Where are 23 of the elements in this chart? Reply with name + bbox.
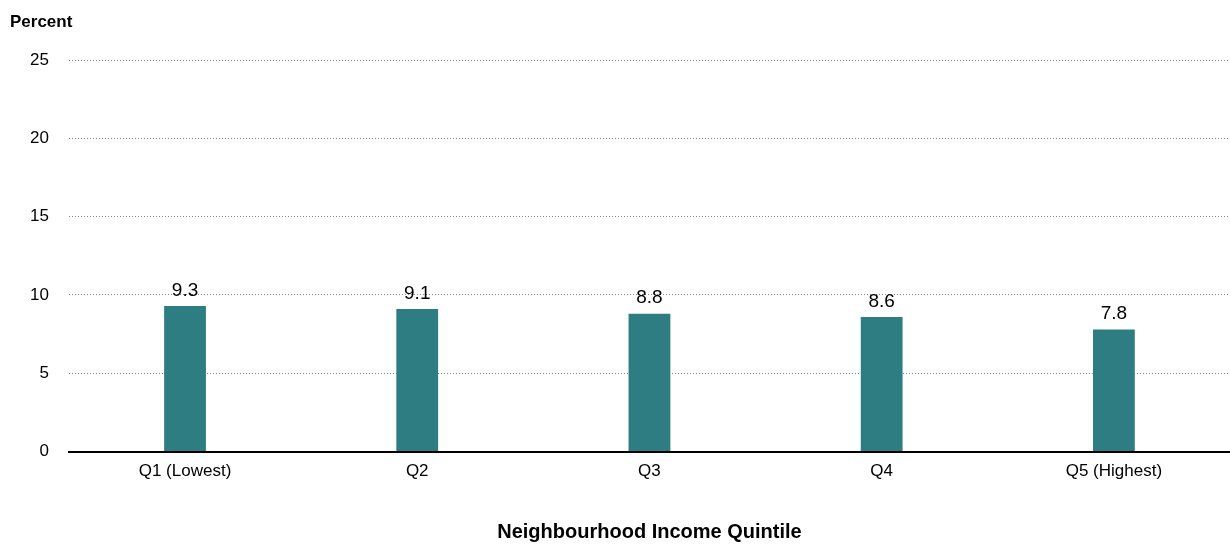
y-tick-label: 20: [29, 128, 49, 148]
bar: [628, 313, 671, 452]
bar: [164, 305, 206, 452]
bar: [860, 316, 903, 452]
y-tick-label: 15: [29, 206, 49, 226]
data-label: 8.6: [868, 289, 895, 311]
bar: [396, 309, 439, 452]
x-tick-label: Q3: [638, 461, 661, 481]
x-tick-label: Q4: [870, 461, 894, 481]
data-label: 7.8: [1100, 302, 1128, 324]
y-tick-label: 25: [29, 49, 49, 69]
x-tick-label: Q5 (Highest): [1065, 461, 1163, 481]
y-tick-label: 10: [29, 284, 49, 304]
data-label: 9.1: [404, 281, 431, 303]
data-label: 9.3: [171, 278, 199, 300]
y-tick-label: 5: [39, 362, 49, 382]
x-tick-label: Q1 (Lowest): [138, 461, 232, 481]
data-label: 8.8: [636, 286, 663, 308]
y-tick-label: 0: [39, 441, 49, 461]
x-axis-title: Neighbourhood Income Quintile: [497, 519, 802, 542]
bar: [1092, 329, 1135, 452]
y-axis-title: Percent: [10, 12, 73, 32]
x-tick-label: Q2: [405, 461, 429, 481]
